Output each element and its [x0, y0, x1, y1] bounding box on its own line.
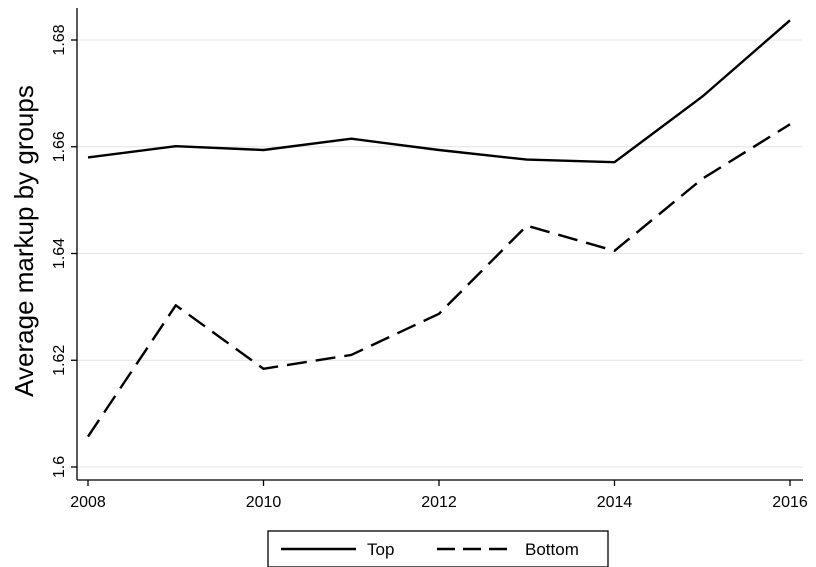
series-line-top	[87, 19, 791, 164]
axes: 1.6 1.62 1.64 1.66 1.68 2008 2010 2012 2014 2016	[51, 8, 808, 511]
series-lines	[87, 19, 791, 438]
y-tick-label: 1.62	[51, 345, 68, 376]
x-tick-label: 2014	[597, 494, 633, 511]
y-tick-label: 1.6	[51, 456, 68, 478]
legend-label-top: Top	[367, 540, 394, 559]
y-tick-label: 1.68	[51, 24, 68, 55]
y-tick-label: 1.64	[51, 238, 68, 269]
x-tick-label: 2016	[772, 494, 808, 511]
series-line-bottom	[87, 123, 791, 438]
legend: Top Bottom	[267, 530, 609, 567]
x-tick-label: 2012	[421, 494, 457, 511]
legend-label-bottom: Bottom	[525, 540, 579, 559]
x-tick-label: 2008	[70, 494, 106, 511]
y-axis-title: Average markup by groups	[9, 85, 39, 397]
x-tick-label: 2010	[246, 494, 282, 511]
y-tick-label: 1.66	[51, 131, 68, 162]
